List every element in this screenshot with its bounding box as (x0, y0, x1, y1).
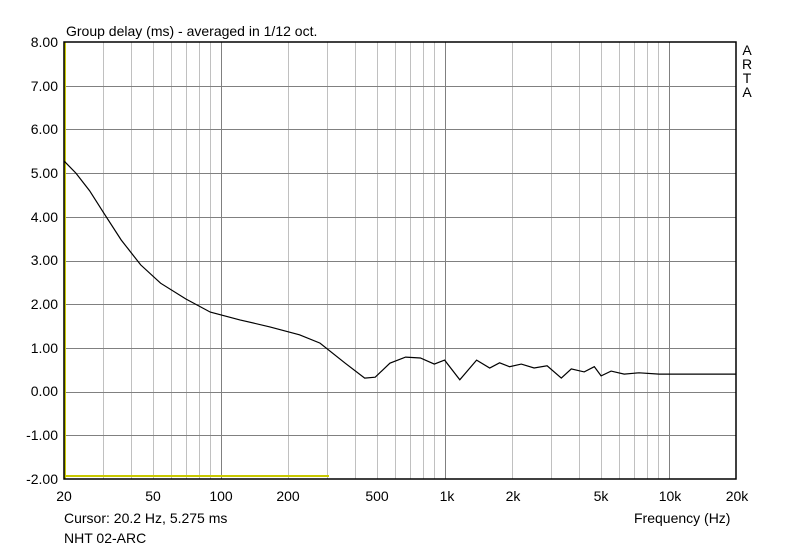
x-tick-label: 5k (593, 488, 609, 504)
y-tick-label: 6.00 (30, 121, 58, 137)
x-tick-label: 10k (658, 488, 682, 504)
group-delay-curve (63, 160, 736, 381)
x-tick-label: 1k (439, 488, 455, 504)
x-tick-label: 50 (145, 488, 161, 504)
major-grid (64, 42, 736, 479)
plot-frame (63, 41, 737, 480)
x-tick-label: 20k (725, 488, 749, 504)
y-tick-label: 7.00 (30, 78, 58, 94)
y-tick-label: -2.00 (26, 471, 58, 487)
x-tick-label: 200 (276, 488, 300, 504)
y-tick-label: 8.00 (30, 34, 58, 50)
y-tick-label: 2.00 (30, 296, 58, 312)
arta-watermark: A R T A (741, 43, 753, 99)
y-tick-label: 3.00 (30, 252, 58, 268)
x-tick-label: 20 (56, 488, 72, 504)
x-axis-label: Frequency (Hz) (634, 510, 731, 526)
watermark-letter: A (742, 42, 752, 58)
watermark-letter: A (742, 84, 752, 100)
measurement-name: NHT 02-ARC (64, 530, 147, 546)
y-tick-label: 5.00 (30, 165, 58, 181)
watermark-letter: R (741, 56, 753, 72)
y-tick-label: -1.00 (26, 427, 58, 443)
x-tick-label: 2k (505, 488, 521, 504)
y-tick-label: 1.00 (30, 340, 58, 356)
y-tick-label: 0.00 (30, 383, 58, 399)
chart-title: Group delay (ms) - averaged in 1/12 oct. (66, 23, 318, 39)
x-tick-label: 500 (365, 488, 389, 504)
watermark-letter: T (742, 70, 752, 86)
x-tick-label: 100 (209, 488, 233, 504)
minor-grid (103, 42, 659, 479)
cursor-readout: Cursor: 20.2 Hz, 5.275 ms (64, 510, 228, 526)
y-tick-label: 4.00 (30, 209, 58, 225)
